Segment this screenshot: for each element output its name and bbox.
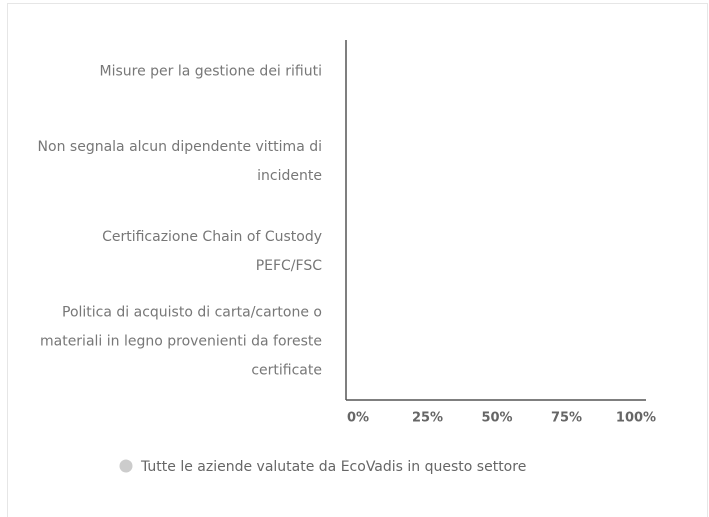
x-tick-label: 100% xyxy=(616,411,656,426)
legend-marker xyxy=(119,459,133,473)
legend-label: Tutte le aziende valutate da EcoVadis in… xyxy=(140,459,526,475)
x-tick-label: 25% xyxy=(412,411,443,426)
x-tick-label: 50% xyxy=(481,411,512,426)
category-label: Non segnala alcun dipendente vittima di … xyxy=(37,139,322,184)
x-tick-label: 75% xyxy=(551,411,582,426)
category-label: Misure per la gestione dei rifiuti xyxy=(99,63,322,80)
category-label: Certificazione Chain of Custody PEFC/FSC xyxy=(102,229,322,274)
x-tick-label: 0% xyxy=(347,411,369,426)
category-label: Politica di acquisto di carta/cartone o … xyxy=(39,304,322,379)
frame xyxy=(7,3,708,517)
